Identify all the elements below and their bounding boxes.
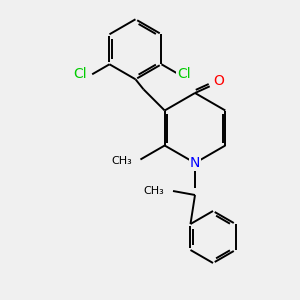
Text: CH₃: CH₃ xyxy=(143,186,164,196)
Text: N: N xyxy=(190,156,200,170)
Text: Cl: Cl xyxy=(74,67,87,81)
Text: Cl: Cl xyxy=(177,67,190,81)
Text: CH₃: CH₃ xyxy=(112,157,132,166)
Text: O: O xyxy=(214,74,224,88)
